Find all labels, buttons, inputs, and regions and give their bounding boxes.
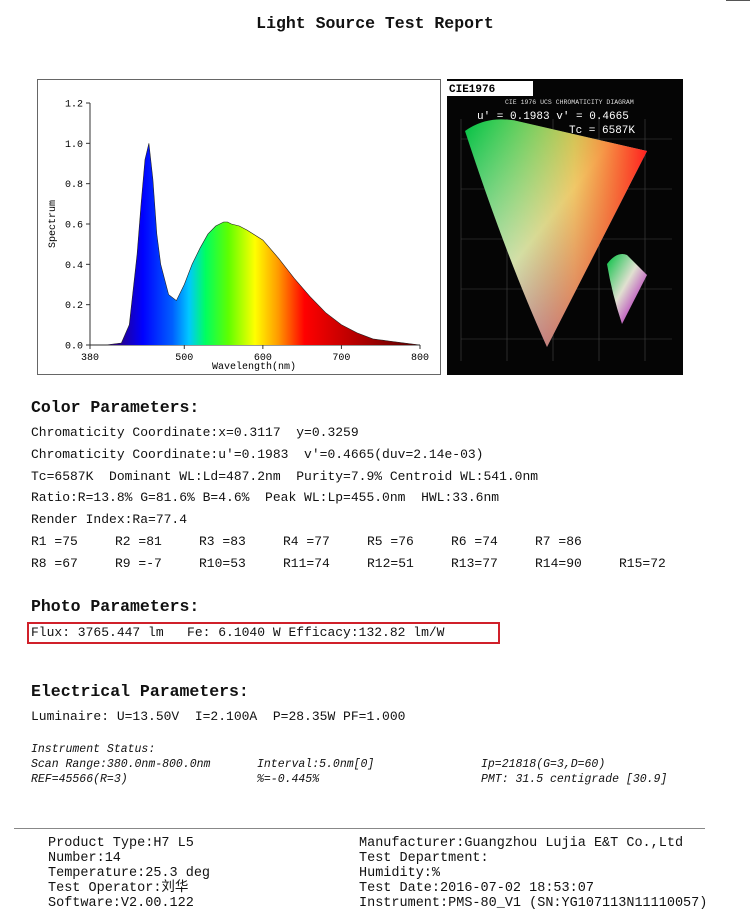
section-title: Electrical Parameters: <box>31 682 249 701</box>
footer-item: Test Department: <box>359 851 489 866</box>
x-tick-label: 800 <box>411 353 429 364</box>
footer-item: Instrument:PMS-80_V1 (SN:YG107113N111100… <box>359 896 708 911</box>
instrument-item: Interval:5.0nm[0] <box>257 758 375 771</box>
highlight-box <box>27 622 500 644</box>
instrument-item: %=-0.445% <box>257 773 320 786</box>
render-index: R10=53 <box>199 556 246 571</box>
footer-item: Test Operator:刘华 <box>48 881 189 896</box>
footer-item: Product Type:H7 L5 <box>48 836 194 851</box>
electrical-line: Luminaire: U=13.50V I=2.100A P=28.35W PF… <box>31 709 406 724</box>
cie-label: CIE1976 <box>449 84 495 96</box>
x-axis-label: Wavelength(nm) <box>212 361 296 373</box>
footer-item: Software:V2.00.122 <box>48 896 194 911</box>
render-index: R3 =83 <box>199 534 246 549</box>
param-line: Tc=6587K Dominant WL:Ld=487.2nm Purity=7… <box>31 469 539 484</box>
cie-tc: Tc = 6587K <box>569 125 635 137</box>
footer-rule <box>14 828 705 829</box>
footer-item: Test Date:2016-07-02 18:53:07 <box>359 881 594 896</box>
y-tick-label: 0.0 <box>65 342 83 353</box>
param-line: Render Index:Ra=77.4 <box>31 512 188 527</box>
section-title: Photo Parameters: <box>31 597 200 616</box>
spectrum-line <box>90 143 421 346</box>
x-tick-label: 600 <box>254 353 272 364</box>
cie-locus-red <box>465 119 647 347</box>
instrument-item: Ip=21818(G=3,D=60) <box>481 758 606 771</box>
instrument-title: Instrument Status: <box>31 743 156 756</box>
y-tick-label: 0.4 <box>65 261 83 272</box>
render-index: R15=72 <box>619 556 666 571</box>
spectrum-chart: Wavelength(nm) Spectrum 0.0 0.2 0.4 0.6 0.8 1… <box>37 79 441 375</box>
render-index: R2 =81 <box>115 534 162 549</box>
instrument-item: Scan Range:380.0nm-800.0nm <box>31 758 211 771</box>
render-index: R1 =75 <box>31 534 78 549</box>
y-tick-label: 0.6 <box>65 221 83 232</box>
y-axis-label: Spectrum <box>48 200 59 248</box>
cie-diagram: CIE1976 CIE 1976 UCS CHROMATICITY DIAGRA… <box>447 79 683 375</box>
render-index: R14=90 <box>535 556 582 571</box>
render-index: R13=77 <box>451 556 498 571</box>
x-tick-label: 500 <box>175 353 193 364</box>
render-index: R7 =86 <box>535 534 582 549</box>
render-index: R9 =-7 <box>115 556 162 571</box>
instrument-item: REF=45566(R=3) <box>31 773 128 786</box>
render-index: R5 =76 <box>367 534 414 549</box>
render-index: R4 =77 <box>283 534 330 549</box>
y-tick-label: 1.0 <box>65 140 83 151</box>
render-index: R6 =74 <box>451 534 498 549</box>
footer-item: Temperature:25.3 deg <box>48 866 211 881</box>
x-tick-label: 700 <box>332 353 350 364</box>
spectrum-fill <box>90 143 420 345</box>
x-tick-label: 380 <box>81 353 99 364</box>
y-tick-label: 1.2 <box>65 100 83 111</box>
param-line: Chromaticity Coordinate:x=0.3117 y=0.325… <box>31 425 359 440</box>
corner-rule <box>726 0 750 1</box>
cie-inset <box>607 254 647 324</box>
footer-item: Humidity:% <box>359 866 441 881</box>
render-index: R8 =67 <box>31 556 78 571</box>
flux-line: Flux: 3765.447 lm Fe: 6.1040 W Efficacy:… <box>31 625 445 640</box>
y-tick-label: 0.2 <box>65 301 83 312</box>
render-index: R11=74 <box>283 556 330 571</box>
footer-item: Number:14 <box>48 851 121 866</box>
y-tick-label: 0.8 <box>65 180 83 191</box>
cie-coords: u' = 0.1983 v' = 0.4665 <box>477 111 629 123</box>
report-title: Light Source Test Report <box>256 14 494 33</box>
param-line: Chromaticity Coordinate:u'=0.1983 v'=0.4… <box>31 447 484 462</box>
footer-item: Manufacturer:Guangzhou Lujia E&T Co.,Ltd <box>359 836 684 851</box>
render-index: R12=51 <box>367 556 414 571</box>
cie-label-box <box>447 81 533 96</box>
cie-diagram-title: CIE 1976 UCS CHROMATICITY DIAGRAM <box>505 99 634 106</box>
instrument-item: PMT: 31.5 centigrade [30.9] <box>481 773 668 786</box>
section-title: Color Parameters: <box>31 398 200 417</box>
param-line: Ratio:R=13.8% G=81.6% B=4.6% Peak WL:Lp=… <box>31 490 500 505</box>
